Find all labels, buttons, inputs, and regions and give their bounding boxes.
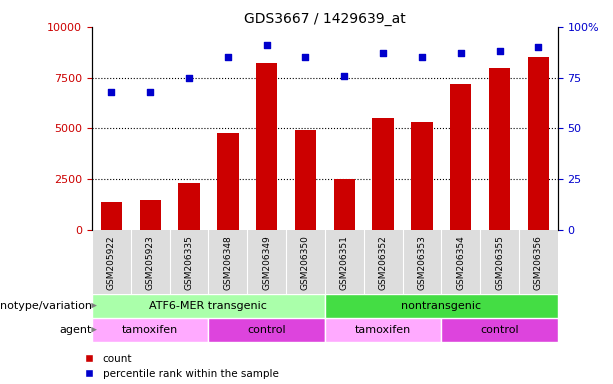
Text: GSM206352: GSM206352 [379, 235, 387, 290]
Point [145, 89, 155, 95]
Text: GSM206355: GSM206355 [495, 235, 504, 290]
Point [262, 42, 272, 48]
Bar [92, 318, 208, 342]
Text: GSM206350: GSM206350 [301, 235, 310, 290]
Bar [92, 293, 325, 318]
Point [107, 89, 116, 95]
Point [340, 73, 349, 79]
Point [456, 50, 466, 56]
Bar [178, 183, 200, 230]
Bar [256, 63, 277, 230]
Text: GSM205923: GSM205923 [146, 235, 154, 290]
Bar [140, 200, 161, 230]
Text: GSM206356: GSM206356 [534, 235, 543, 290]
Text: agent: agent [59, 325, 92, 335]
Bar [441, 318, 558, 342]
Point [495, 48, 504, 54]
Point [300, 54, 310, 60]
Bar [325, 293, 558, 318]
Text: GSM206335: GSM206335 [185, 235, 194, 290]
Text: GSM205922: GSM205922 [107, 235, 116, 290]
Text: tamoxifen: tamoxifen [355, 325, 411, 335]
Text: ATF6-MER transgenic: ATF6-MER transgenic [150, 301, 267, 311]
Text: genotype/variation: genotype/variation [0, 301, 92, 311]
Text: GSM206349: GSM206349 [262, 235, 271, 290]
Bar [528, 57, 549, 230]
Bar [295, 131, 316, 230]
Point [533, 44, 543, 50]
Bar [325, 318, 441, 342]
Bar [217, 132, 238, 230]
Bar [489, 68, 510, 230]
Bar [373, 118, 394, 230]
Point [417, 54, 427, 60]
Title: GDS3667 / 1429639_at: GDS3667 / 1429639_at [244, 12, 406, 26]
Bar [411, 122, 433, 230]
Bar [450, 84, 471, 230]
Point [223, 54, 233, 60]
Text: control: control [247, 325, 286, 335]
Text: tamoxifen: tamoxifen [122, 325, 178, 335]
Text: GSM206354: GSM206354 [456, 235, 465, 290]
Text: GSM206351: GSM206351 [340, 235, 349, 290]
Legend: count, percentile rank within the sample: count, percentile rank within the sample [78, 354, 278, 379]
Text: control: control [480, 325, 519, 335]
Text: GSM206353: GSM206353 [417, 235, 427, 290]
Text: nontransgenic: nontransgenic [402, 301, 481, 311]
Bar [333, 179, 355, 230]
Point [184, 74, 194, 81]
Point [378, 50, 388, 56]
Text: GSM206348: GSM206348 [223, 235, 232, 290]
Bar [101, 202, 122, 230]
Bar [208, 318, 325, 342]
